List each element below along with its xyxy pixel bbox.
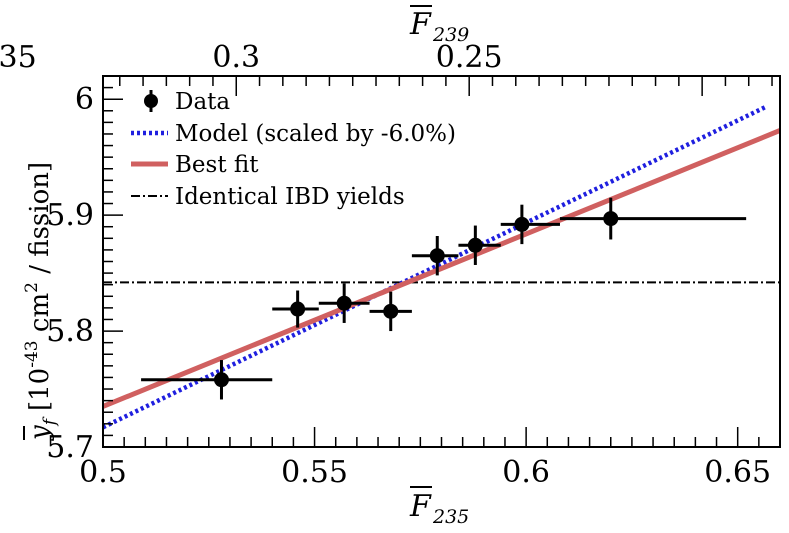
- y-axis-exponent: -43: [22, 340, 42, 367]
- top-tick-label: 0.25: [436, 40, 503, 75]
- y-axis-title: yf [10-43 cm2 / fission]: [22, 162, 60, 441]
- y-axis-symbol: y: [25, 425, 55, 441]
- data-point-group: [369, 291, 412, 332]
- top-tick-label: 0.3: [212, 40, 260, 75]
- data-point: [429, 248, 445, 264]
- data-point-group: [141, 360, 273, 400]
- y-tick-label: 6: [75, 82, 94, 117]
- x-tick-label: 0.55: [281, 455, 348, 490]
- data-point: [603, 211, 619, 227]
- legend-entry-data: Data: [144, 89, 230, 115]
- data-point: [514, 216, 530, 232]
- y-tick-label: 5.7: [46, 430, 94, 465]
- x-tick-label: 0.5: [79, 455, 127, 490]
- data-point: [213, 372, 229, 388]
- data-point-group: [458, 225, 501, 265]
- top-axis-title-symbol: F: [409, 7, 432, 42]
- legend-entry-identical-yields: Identical IBD yields: [131, 184, 405, 210]
- model-lines: [102, 104, 781, 430]
- x-axis-title-subscript: 235: [432, 506, 469, 528]
- data-point-group: [411, 235, 459, 276]
- y-tick-label: 5.9: [46, 198, 94, 233]
- data-point-group: [559, 197, 747, 240]
- legend-label-best-fit: Best fit: [175, 152, 259, 178]
- data-point: [336, 295, 352, 311]
- legend-label-identical-yields: Identical IBD yields: [175, 184, 405, 210]
- y-axis-unit-exponent: 2: [22, 282, 42, 293]
- data-point-group: [500, 204, 560, 245]
- x-tick-label: 0.65: [704, 455, 771, 490]
- legend-marker-data: [144, 94, 158, 108]
- y-axis-unit-open: [10: [25, 368, 55, 411]
- y-axis-title-text: yf [10-43 cm2 / fission]: [22, 162, 60, 441]
- top-axis-title: F 239: [409, 5, 469, 46]
- y-axis-unit-close: / fission]: [25, 162, 55, 282]
- data-point: [290, 301, 306, 317]
- legend: Data Model (scaled by -6.0%) Best fit Id…: [131, 89, 456, 210]
- legend-label-model: Model (scaled by -6.0%): [175, 121, 456, 147]
- data-point: [467, 237, 483, 253]
- model-line: [102, 104, 769, 430]
- y-axis-subscript: f: [40, 416, 60, 427]
- legend-entry-model: Model (scaled by -6.0%): [131, 121, 456, 147]
- legend-entry-best-fit: Best fit: [131, 152, 259, 178]
- x-tick-label: 0.6: [502, 455, 550, 490]
- top-tick-label: 0.35: [0, 40, 37, 75]
- top-axis-title-subscript: 239: [432, 24, 469, 46]
- data-points: [141, 197, 747, 400]
- legend-label-data: Data: [175, 89, 230, 115]
- y-axis-unit: cm: [25, 293, 55, 340]
- x-axis-title-symbol: F: [409, 489, 432, 524]
- data-point-group: [272, 290, 319, 328]
- axis-ticks: [102, 75, 781, 448]
- data-point: [383, 303, 399, 319]
- tick-labels: 0.5 0.55 0.6 0.65 5.7 5.8 5.9 6 0.35 0.3 0.25: [0, 40, 771, 490]
- x-axis-title: F 235: [409, 486, 469, 528]
- y-tick-label: 5.8: [46, 314, 94, 349]
- best-fit-line: [102, 128, 781, 409]
- data-point-group: [318, 283, 370, 323]
